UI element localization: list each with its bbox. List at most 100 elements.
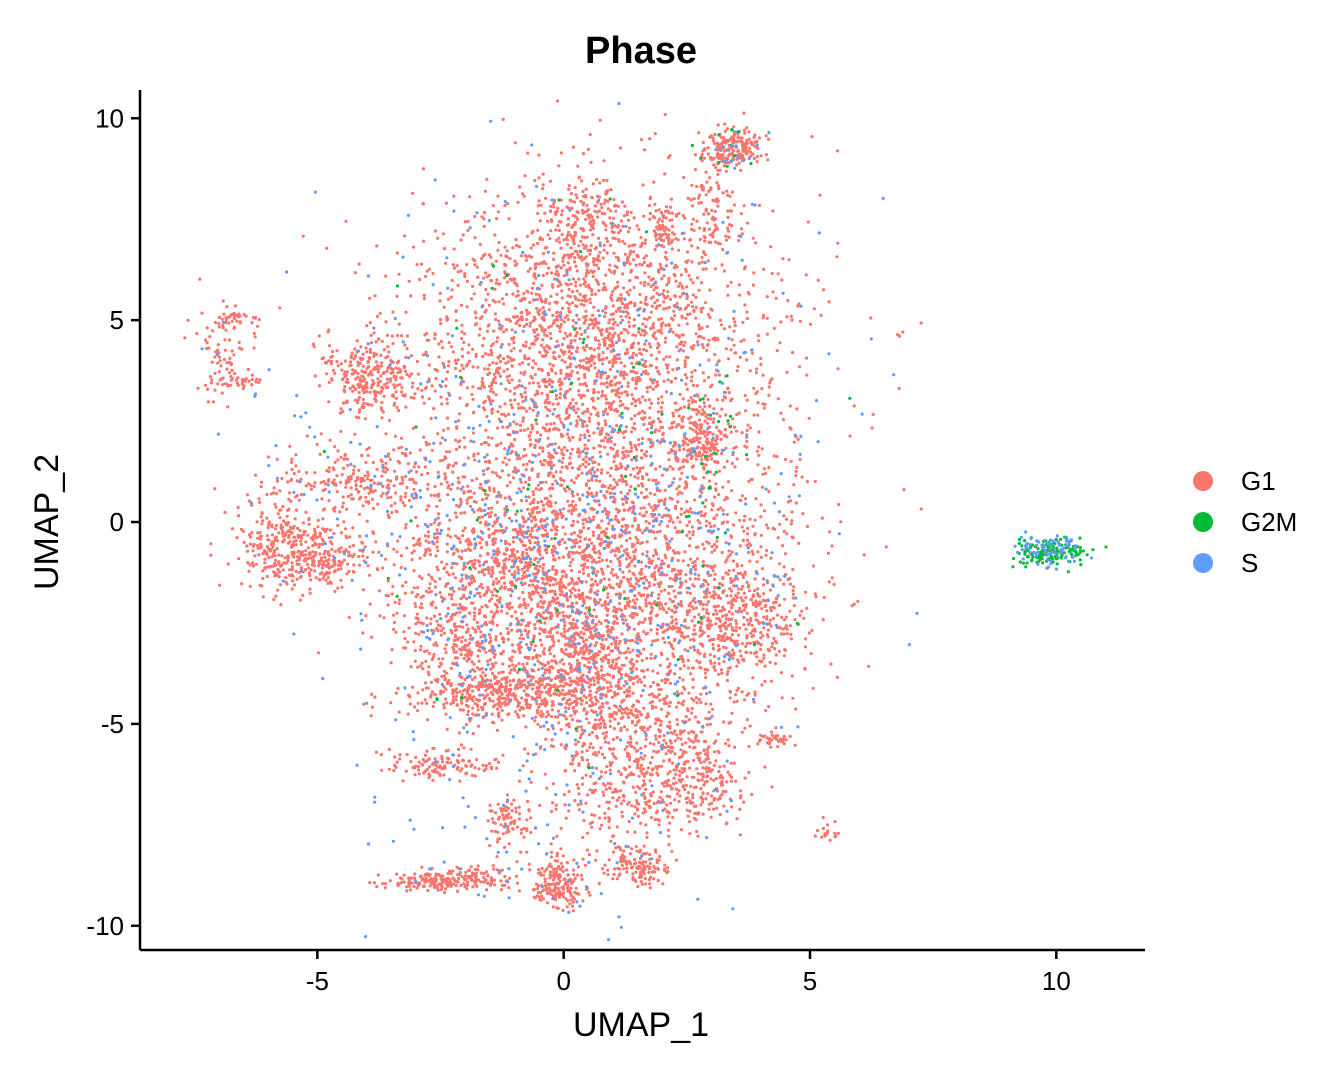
data-point: [674, 376, 678, 380]
data-point: [805, 356, 809, 360]
data-point: [485, 414, 489, 419]
data-point: [541, 446, 545, 450]
data-point: [649, 310, 653, 314]
data-point: [540, 354, 544, 358]
data-point: [740, 431, 744, 435]
data-point: [547, 325, 551, 329]
data-point: [289, 460, 294, 464]
data-point: [592, 348, 597, 352]
data-point: [471, 431, 476, 435]
data-point: [468, 195, 472, 199]
data-point: [562, 274, 566, 278]
data-point: [445, 550, 449, 554]
data-point: [511, 476, 516, 480]
data-point: [273, 502, 277, 506]
data-point: [647, 275, 651, 279]
data-point: [273, 527, 278, 531]
data-point: [612, 251, 616, 255]
data-point: [466, 228, 470, 232]
data-point: [664, 336, 668, 340]
data-point: [652, 180, 656, 184]
data-point: [272, 553, 276, 557]
data-point: [588, 590, 592, 594]
data-point: [380, 416, 384, 420]
data-point: [713, 353, 717, 357]
data-point: [531, 501, 536, 505]
data-point: [708, 385, 713, 389]
data-point: [653, 430, 657, 434]
data-point: [458, 369, 462, 373]
data-point: [460, 549, 464, 553]
data-point: [681, 349, 686, 353]
data-point: [686, 250, 690, 254]
data-point: [664, 390, 669, 394]
data-point: [453, 366, 458, 371]
data-point: [603, 436, 608, 440]
data-point: [730, 397, 734, 401]
data-point: [420, 602, 424, 606]
data-point: [615, 582, 619, 586]
data-point: [245, 544, 249, 548]
data-point: [621, 502, 625, 506]
data-point: [655, 631, 659, 636]
data-point: [462, 564, 466, 568]
data-point: [550, 528, 554, 532]
data-point: [507, 412, 511, 416]
data-point: [640, 475, 645, 479]
data-point: [427, 442, 431, 446]
data-point: [698, 334, 702, 338]
data-point: [277, 562, 281, 566]
data-point: [602, 248, 606, 252]
data-point: [639, 560, 644, 564]
data-point: [697, 573, 701, 577]
data-point: [589, 269, 593, 273]
data-point: [644, 298, 648, 302]
data-point: [404, 491, 408, 495]
data-point: [500, 297, 504, 301]
data-point: [705, 348, 709, 352]
data-point: [690, 244, 694, 248]
data-point: [575, 350, 579, 354]
data-point: [537, 176, 541, 180]
data-point: [285, 561, 289, 565]
data-point: [666, 524, 670, 528]
data-point: [550, 379, 554, 383]
data-point: [359, 379, 363, 383]
data-point: [581, 229, 586, 233]
data-point: [361, 504, 365, 508]
data-point: [606, 595, 610, 599]
data-point: [314, 536, 318, 540]
data-point: [372, 481, 376, 485]
data-point: [685, 500, 689, 504]
data-point: [547, 308, 551, 312]
data-point: [737, 239, 741, 243]
data-point: [589, 491, 594, 495]
data-point: [712, 647, 716, 651]
data-point: [558, 392, 563, 396]
data-point: [632, 216, 636, 220]
data-point: [703, 394, 707, 398]
data-point: [347, 550, 351, 554]
data-point: [503, 245, 507, 249]
data-point: [285, 514, 289, 518]
data-point: [619, 579, 623, 583]
data-point: [651, 387, 655, 391]
data-point: [467, 539, 471, 543]
data-point: [467, 543, 471, 547]
data-point: [556, 284, 560, 288]
data-point: [689, 345, 693, 349]
data-point: [607, 486, 611, 490]
data-point: [382, 394, 386, 398]
data-point: [491, 619, 495, 623]
data-point: [473, 566, 477, 570]
data-point: [528, 324, 532, 328]
data-point: [311, 559, 315, 563]
data-point: [804, 273, 808, 277]
data-point: [504, 557, 508, 561]
data-point: [404, 580, 408, 584]
data-point: [657, 329, 662, 333]
data-point: [760, 387, 764, 391]
data-point: [686, 196, 690, 200]
data-point: [636, 255, 640, 259]
data-point: [575, 269, 579, 273]
